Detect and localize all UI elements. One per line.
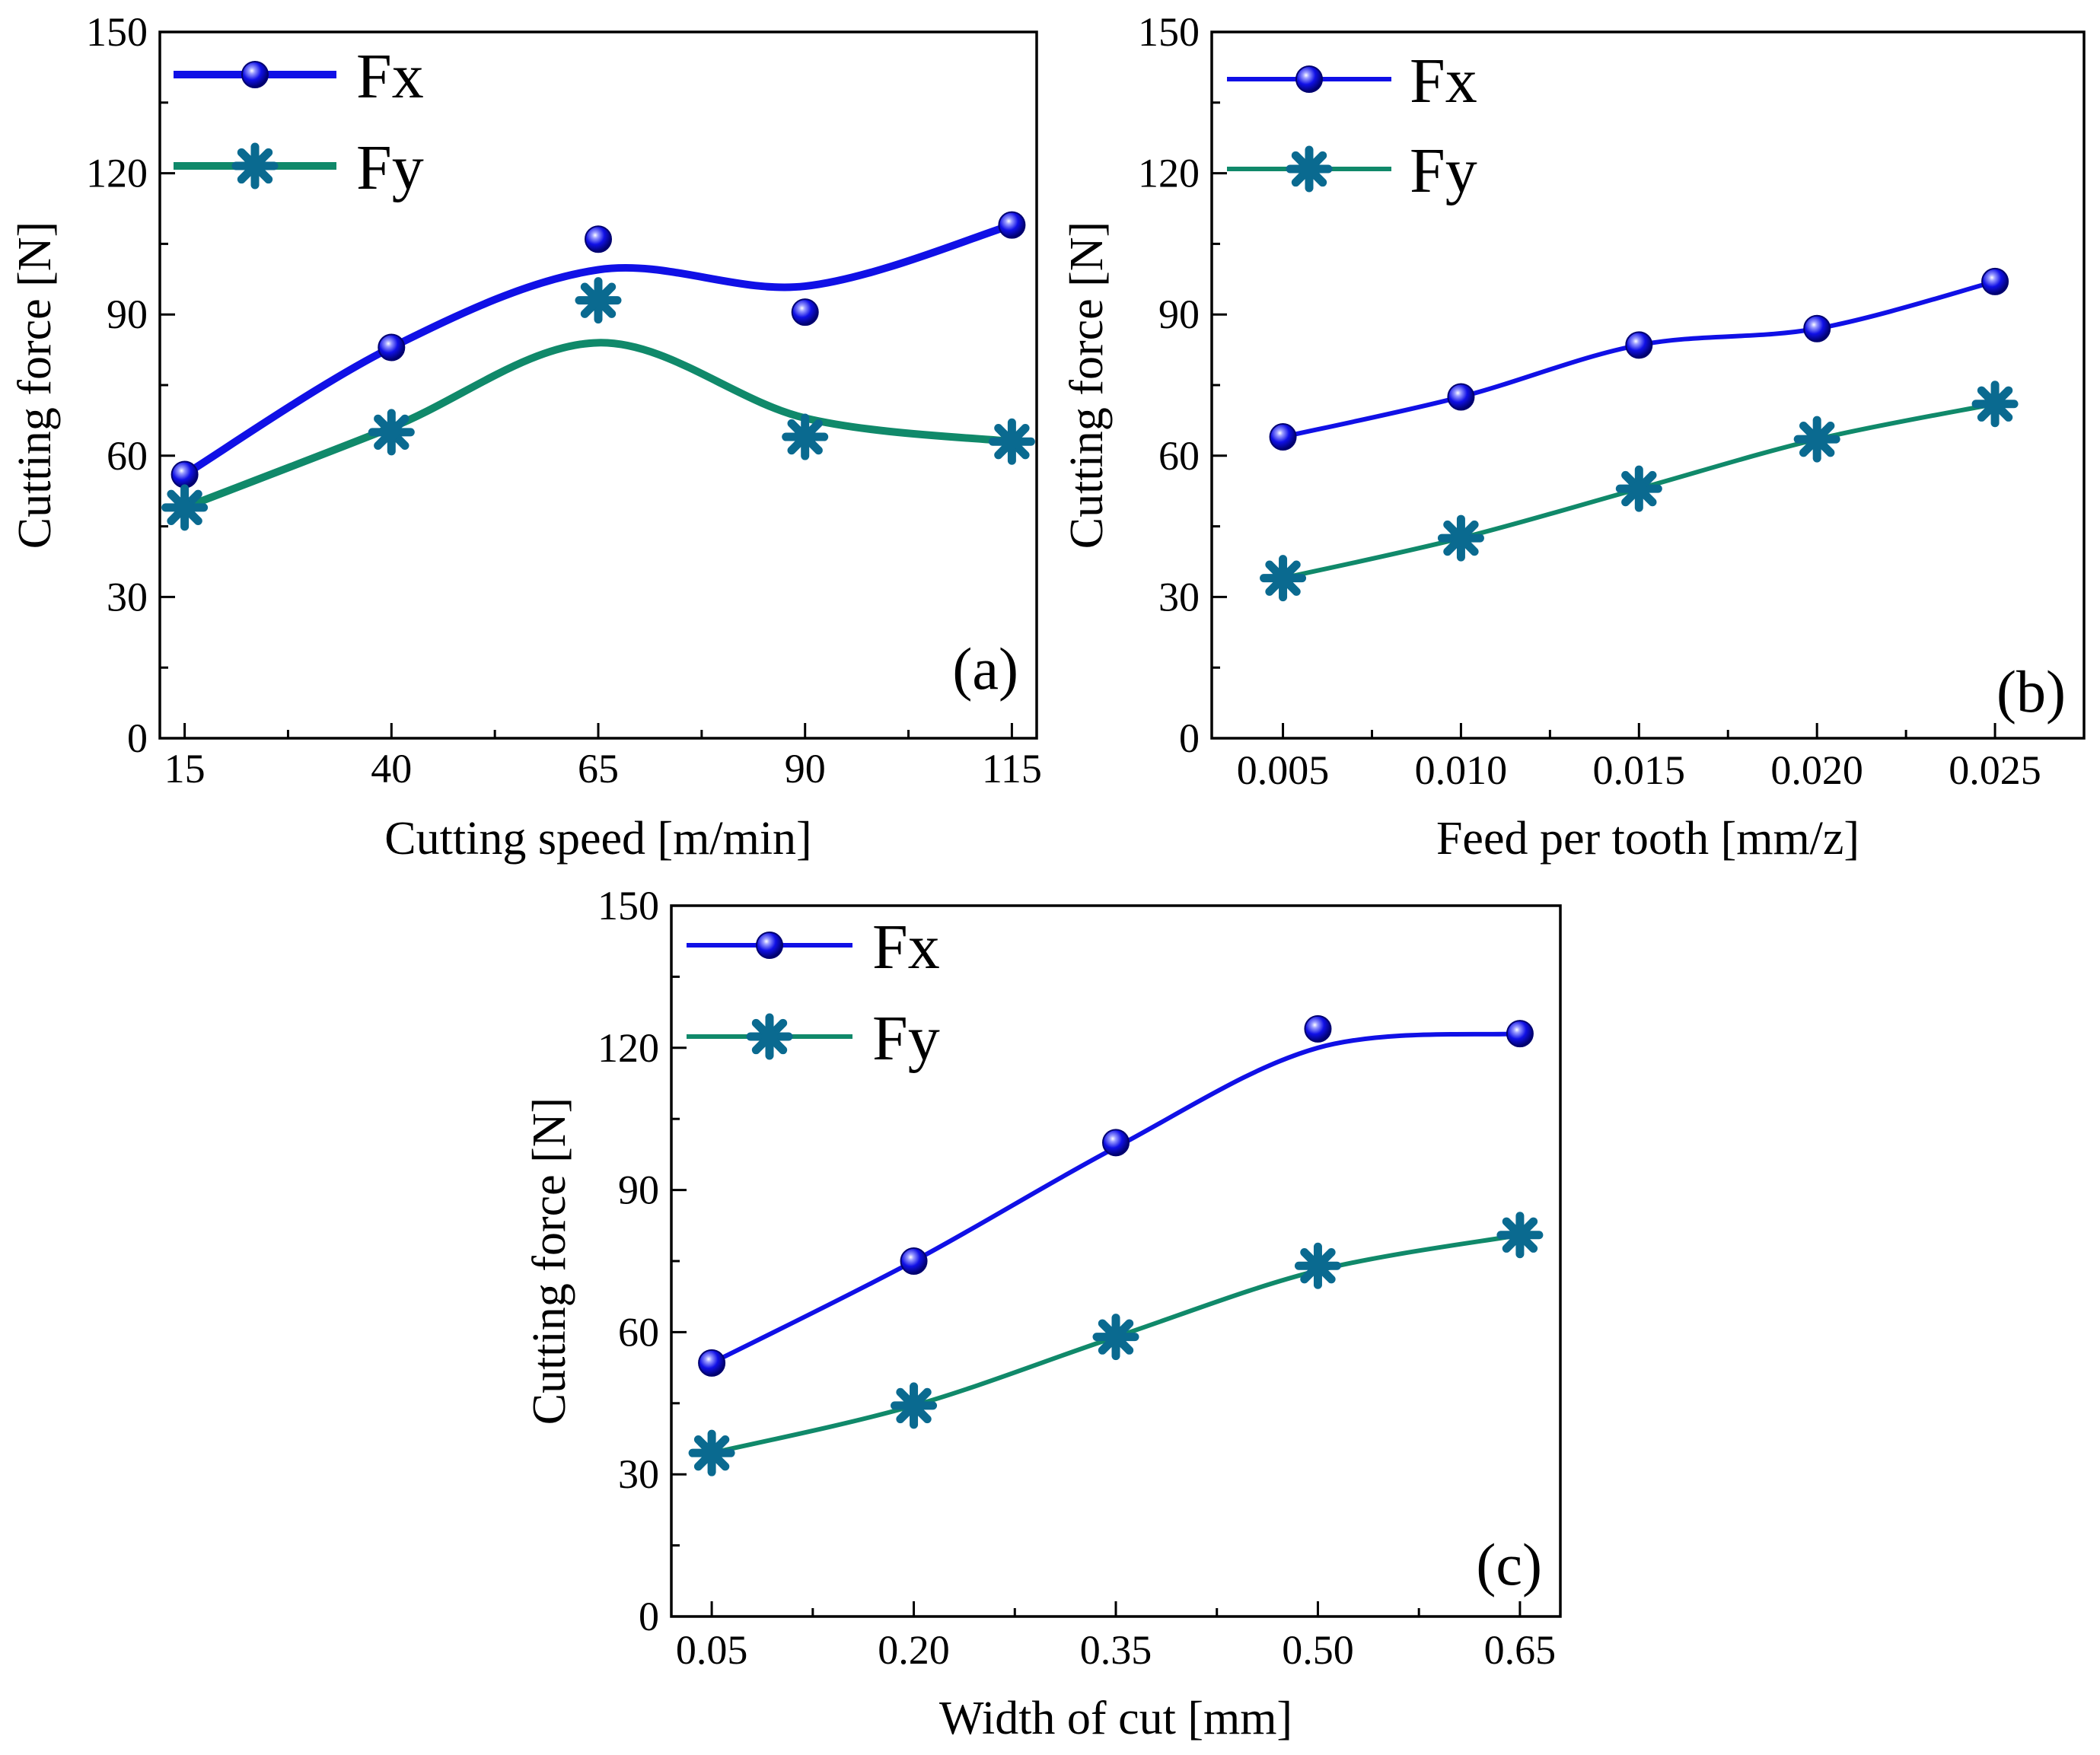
point-fy-a — [368, 409, 415, 456]
x-tick-label-a: 65 — [578, 746, 619, 792]
y-axis-title-c: Cutting force [N] — [524, 1097, 575, 1425]
y-tick-label-c: 60 — [618, 1309, 659, 1355]
legend-b: Fx Fy — [1227, 46, 1477, 206]
y-tick-label-b: 60 — [1158, 433, 1200, 479]
y-tick-label-a: 120 — [86, 151, 148, 196]
point-fx-a — [170, 460, 199, 489]
point-fx-b — [1981, 267, 2009, 295]
point-fx-b — [1803, 314, 1831, 342]
point-fy-b — [1615, 465, 1662, 512]
legend-c: Fx Fy — [687, 912, 940, 1074]
y-tick-label-c: 90 — [618, 1167, 659, 1213]
point-fy-a — [575, 277, 622, 324]
point-fx-a — [998, 211, 1026, 239]
point-fy-a — [161, 484, 209, 531]
series-line-fx-b — [1282, 279, 1996, 439]
point-fx-a — [585, 225, 612, 253]
legend-marker-fy-a — [231, 142, 279, 190]
point-fy-b — [1793, 416, 1840, 463]
series-line-fy-a — [183, 339, 1012, 511]
y-tick-label-c: 150 — [597, 883, 659, 928]
x-tick-label-b: 0.020 — [1770, 747, 1863, 793]
x-tick-label-c: 0.05 — [676, 1627, 748, 1673]
x-tick-label-a: 90 — [785, 746, 826, 792]
point-fy-a — [988, 418, 1035, 465]
series-line-fx-c — [710, 1031, 1521, 1365]
legend-a: Fx Fy — [174, 41, 424, 203]
x-tick-label-a: 15 — [164, 746, 206, 792]
x-tick-label-b: 0.025 — [1949, 747, 2041, 793]
x-tick-label-c: 0.50 — [1282, 1627, 1354, 1673]
legend-marker-fy-c — [746, 1013, 793, 1060]
legend-marker-fx-c — [756, 932, 783, 959]
x-tick-label-c: 0.35 — [1080, 1627, 1152, 1673]
y-tick-label-a: 90 — [107, 291, 148, 337]
y-tick-label-c: 0 — [639, 1594, 659, 1639]
point-fx-b — [1269, 423, 1297, 451]
point-fx-b — [1447, 383, 1475, 411]
x-axis-title-a: Cutting speed [m/min] — [384, 813, 811, 865]
x-tick-label-a: 115 — [982, 746, 1042, 792]
panel-tag-b: (b) — [1996, 658, 2066, 725]
x-tick-label-b: 0.005 — [1237, 747, 1330, 793]
series-line-fx-a — [182, 221, 1013, 478]
point-fx-c — [900, 1247, 928, 1275]
point-fx-c — [1304, 1014, 1332, 1043]
legend-label-fy-a: Fy — [356, 132, 424, 203]
y-tick-label-c: 120 — [597, 1025, 659, 1071]
x-tick-label-b: 0.015 — [1593, 747, 1686, 793]
x-axis-title-b: Feed per tooth [mm/z] — [1436, 813, 1859, 865]
plot-frame-c — [670, 904, 1562, 1618]
y-tick-label-a: 30 — [107, 574, 148, 620]
point-fy-c — [1092, 1314, 1139, 1361]
point-fx-a — [378, 333, 406, 362]
y-axis-title-a: Cutting force [N] — [9, 221, 61, 549]
legend-marker-fx-a — [241, 61, 269, 88]
point-fy-c — [1294, 1242, 1341, 1289]
point-fx-c — [1506, 1020, 1534, 1048]
y-tick-label-b: 30 — [1158, 574, 1200, 620]
point-fy-c — [688, 1429, 735, 1476]
legend-label-fx-b: Fx — [1410, 46, 1477, 116]
panel-tag-a: (a) — [952, 635, 1018, 702]
point-fy-b — [1437, 514, 1484, 562]
y-tick-label-a: 60 — [107, 433, 148, 479]
legend-label-fy-c: Fy — [872, 1003, 940, 1074]
point-fx-b — [1625, 331, 1653, 359]
point-fy-c — [891, 1382, 938, 1429]
chart-panel-b: 0 30 60 90 120 150 0.005 0.010 0.015 0.020 0.025 Fe… — [1061, 9, 2086, 865]
y-tick-label-a: 0 — [127, 715, 148, 761]
point-fy-c — [1496, 1212, 1544, 1259]
legend-marker-fx-b — [1295, 65, 1323, 93]
y-tick-label-c: 30 — [618, 1451, 659, 1497]
panel-tag-c: (c) — [1476, 1531, 1542, 1597]
y-tick-label-b: 150 — [1138, 9, 1200, 55]
y-tick-label-b: 0 — [1179, 715, 1200, 761]
point-fx-a — [791, 298, 819, 326]
x-tick-label-c: 0.20 — [878, 1627, 950, 1673]
y-tick-label-a: 150 — [86, 9, 148, 55]
legend-label-fx-c: Fx — [872, 912, 940, 983]
point-fx-c — [698, 1349, 726, 1377]
y-tick-label-b: 120 — [1138, 151, 1200, 196]
legend-label-fy-b: Fy — [1410, 135, 1477, 206]
y-axis-title-b: Cutting force [N] — [1061, 221, 1113, 549]
chart-panel-a: 0 30 60 90 120 150 15 40 65 90 115 Cutting speed [m… — [9, 9, 1042, 865]
legend-label-fx-a: Fx — [356, 41, 424, 112]
y-tick-label-b: 90 — [1158, 291, 1200, 337]
chart-panel-c: 0 30 60 90 120 150 0.05 0.20 0.35 0.50 0.65 Width o… — [524, 883, 1562, 1744]
point-fy-b — [1260, 555, 1307, 602]
x-tick-label-b: 0.010 — [1415, 747, 1508, 793]
legend-marker-fy-b — [1286, 145, 1333, 193]
x-axis-title-c: Width of cut [mm] — [939, 1693, 1292, 1744]
point-fx-c — [1102, 1129, 1130, 1157]
plot-frame-a — [158, 30, 1038, 740]
point-fy-a — [782, 413, 829, 460]
x-tick-label-a: 40 — [371, 746, 412, 792]
point-fy-b — [1971, 381, 2019, 428]
x-tick-label-c: 0.65 — [1484, 1627, 1557, 1673]
plot-frame-b — [1210, 30, 2086, 740]
